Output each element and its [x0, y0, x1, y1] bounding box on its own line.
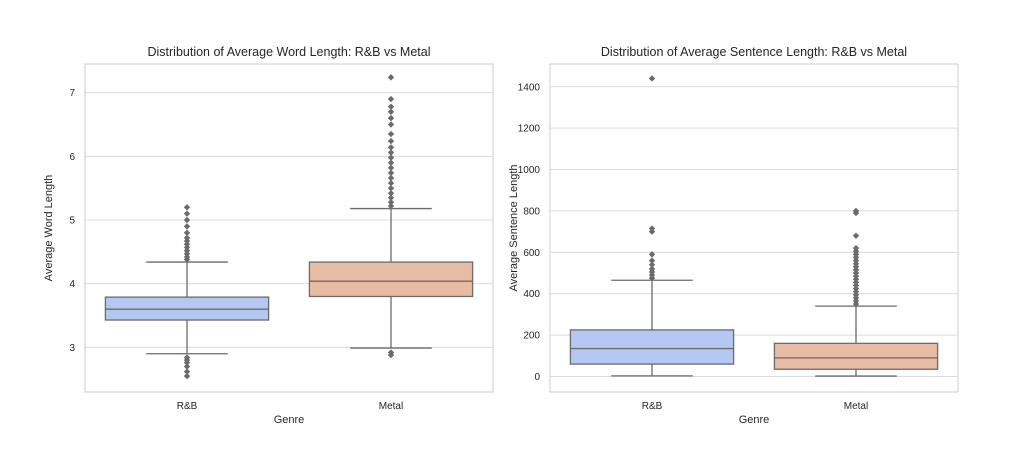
word-length-outlier-r-b	[183, 354, 191, 361]
sentence-length-box-r-b	[569, 75, 735, 377]
sentence-length-outlier-metal	[852, 244, 860, 252]
word-length-outlier-metal	[387, 137, 395, 145]
word-length-x-tick-r-b: R&B	[177, 401, 198, 412]
word-length-outlier-metal	[387, 149, 395, 156]
word-length-x-tick-metal: Metal	[379, 401, 403, 412]
word-length-y-tick-label: 4	[69, 279, 75, 290]
sentence-length-outlier-r-b	[648, 75, 656, 82]
sentence-length-y-tick-label: 800	[523, 206, 540, 217]
word-length-outlier-metal	[387, 179, 395, 187]
word-length-outlier-metal	[387, 154, 395, 161]
word-length-outlier-r-b	[183, 368, 191, 375]
sentence-length-y-tick-label: 200	[523, 331, 540, 342]
sentence-length-y-tick-label: 0	[534, 372, 540, 383]
word-length-outlier-metal	[387, 169, 395, 177]
word-length-outlier-metal	[387, 95, 395, 103]
sentence-length-title: Distribution of Average Sentence Length:…	[601, 45, 907, 59]
sentence-length-chart: 0 200 400 600 800 1000 1200 1400 R&B Metal Distr…	[508, 45, 959, 426]
word-length-y-ticks: 3 4 5 6 7	[69, 88, 75, 354]
word-length-outlier-r-b	[183, 229, 191, 236]
sentence-length-outlier-r-b	[648, 225, 656, 232]
word-length-outlier-metal	[387, 144, 395, 151]
word-length-outlier-metal	[387, 114, 395, 122]
word-length-outlier-metal	[387, 164, 395, 172]
sentence-length-y-label: Average Sentence Length	[508, 164, 520, 291]
sentence-length-outlier-metal	[852, 232, 860, 239]
word-length-iqr-box-metal	[308, 261, 474, 298]
sentence-length-y-tick-label: 1000	[518, 165, 541, 176]
word-length-box-metal	[308, 74, 474, 359]
word-length-outlier-metal	[387, 121, 395, 128]
sentence-length-iqr-box-metal	[773, 342, 939, 370]
word-length-outlier-metal	[387, 159, 395, 166]
word-length-y-tick-label: 5	[69, 216, 75, 227]
word-length-title: Distribution of Average Word Length: R&B…	[147, 45, 430, 59]
sentence-length-outlier-r-b	[648, 265, 656, 273]
word-length-outlier-metal	[387, 74, 395, 81]
word-length-x-ticks: R&B Metal	[177, 401, 404, 412]
sentence-length-x-tick-metal: Metal	[844, 401, 868, 412]
sentence-length-boxes	[569, 75, 939, 377]
sentence-length-box-metal	[773, 207, 939, 377]
word-length-outlier-r-b	[183, 216, 191, 224]
sentence-length-x-label: Genre	[739, 414, 770, 426]
sentence-length-outlier-r-b	[648, 261, 656, 268]
word-length-outlier-metal	[387, 190, 395, 197]
word-length-outlier-metal	[387, 103, 395, 110]
sentence-length-x-tick-r-b: R&B	[642, 401, 663, 412]
word-length-x-label: Genre	[274, 414, 305, 426]
sentence-length-y-ticks: 0 200 400 600 800 1000 1200 1400	[518, 82, 541, 383]
word-length-outlier-r-b	[183, 372, 191, 380]
sentence-length-y-tick-label: 400	[523, 289, 540, 300]
word-length-outlier-metal	[387, 199, 395, 206]
sentence-length-y-tick-label: 1400	[518, 82, 541, 93]
sentence-length-x-ticks: R&B Metal	[642, 401, 869, 412]
word-length-outlier-metal	[387, 349, 395, 356]
word-length-outlier-metal	[387, 202, 395, 210]
word-length-plot-area	[84, 63, 494, 393]
word-length-chart: 3 4 5 6 7 R&B Metal Distribution of Average W…	[43, 45, 494, 426]
word-length-box-r-b	[104, 204, 270, 380]
word-length-outlier-r-b	[183, 204, 191, 211]
sentence-length-y-tick-label: 600	[523, 248, 540, 259]
word-length-outlier-r-b	[183, 210, 191, 217]
word-length-outlier-metal	[387, 194, 395, 201]
word-length-outlier-metal	[387, 184, 395, 192]
word-length-y-tick-label: 6	[69, 152, 75, 163]
word-length-outlier-metal	[387, 108, 395, 115]
word-length-outlier-r-b	[183, 223, 191, 230]
sentence-length-outlier-metal	[852, 207, 860, 215]
word-length-y-label: Average Word Length	[43, 175, 55, 282]
sentence-length-y-tick-label: 1200	[518, 124, 541, 135]
word-length-outlier-r-b	[183, 363, 191, 370]
word-length-y-tick-label: 3	[69, 343, 75, 354]
sentence-length-outlier-r-b	[648, 251, 656, 258]
sentence-length-iqr-box-r-b	[569, 329, 735, 365]
word-length-y-tick-label: 7	[69, 88, 75, 99]
word-length-boxes	[104, 74, 474, 380]
sentence-length-outlier-r-b	[648, 257, 656, 264]
word-length-outlier-r-b	[183, 234, 191, 242]
word-length-outlier-metal	[387, 130, 395, 138]
word-length-outlier-metal	[387, 174, 395, 182]
